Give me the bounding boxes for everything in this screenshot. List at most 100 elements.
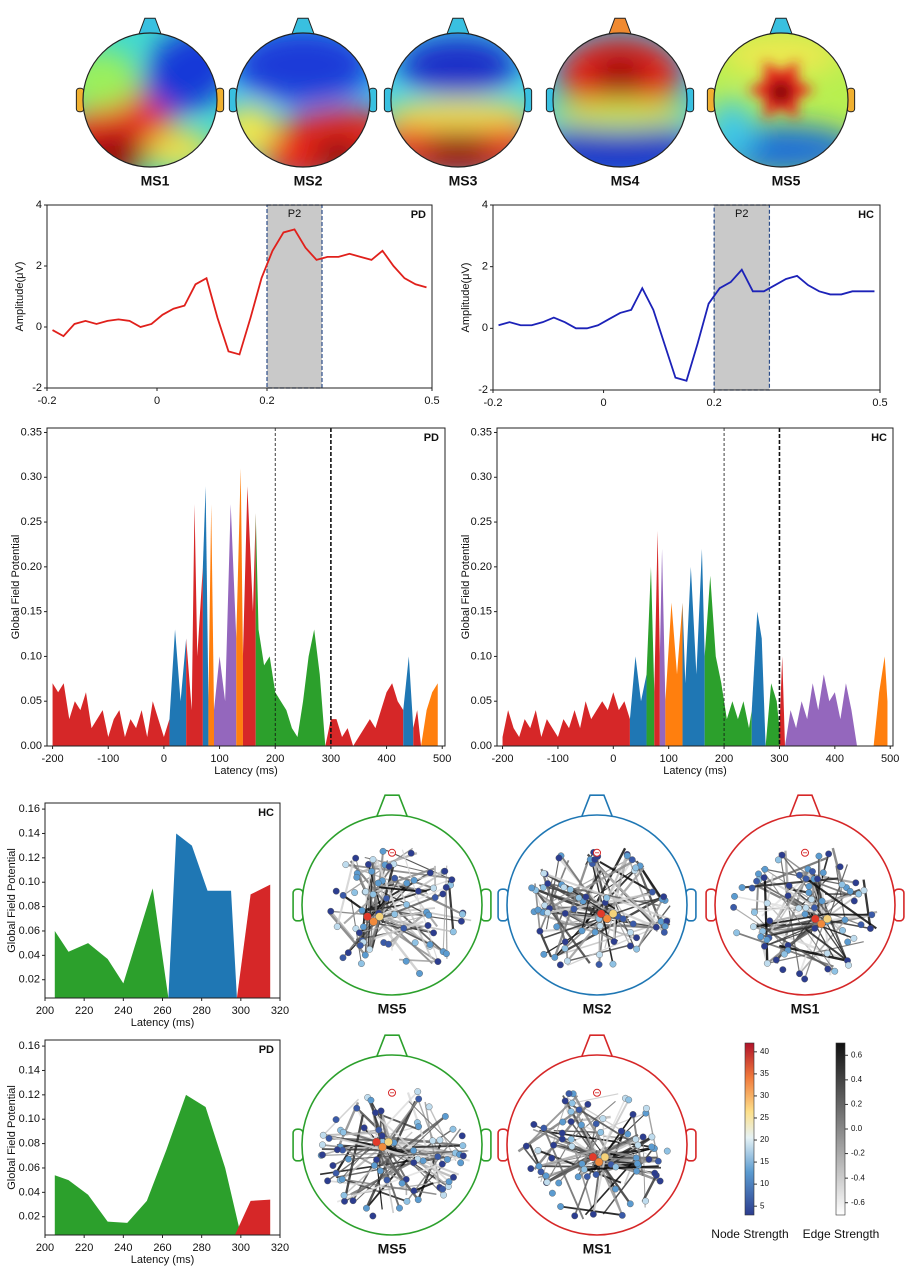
network-edge [531,886,605,916]
x-tick-label: 0 [154,395,160,407]
network-node [629,920,637,928]
topomap: MS5 [706,17,856,189]
network-node [415,1095,423,1103]
area-segment [704,575,752,746]
panel-label: HC [258,807,274,819]
network-edge [379,1115,447,1167]
network-node [333,1146,341,1154]
network-edge [756,880,826,921]
network-node [841,916,849,924]
network-node [625,1096,633,1104]
y-tick-label: 2 [36,260,42,272]
network-node [378,1132,386,1140]
network-edge [365,1100,417,1209]
x-tick-label: 200 [266,753,284,765]
y-tick-label: 0.08 [19,901,40,913]
highlight-label: P2 [288,208,301,220]
network-edge [616,918,631,947]
y-tick-label: 0.00 [471,740,492,752]
chart: 0.02 0.04 0.06 0.08 0.10 0.12 0.14 0.16 200 220 24… [6,802,289,1029]
network-node [458,917,465,925]
network-node [356,942,364,949]
line-series [52,228,427,356]
network-node [561,910,569,917]
topomap: MS2 [228,17,378,189]
network-head: MS5 [292,1034,492,1257]
y-tick-label: 0.15 [21,606,42,618]
network-node [561,938,569,946]
network-edge [556,914,599,928]
panel-label: PD [424,432,439,444]
network-edges [319,1090,470,1214]
network-node [808,895,815,903]
network-node [339,954,347,962]
network-edge [379,886,419,893]
area-segment [765,683,780,746]
network-node [352,854,360,862]
network-node [411,939,419,947]
colorbar-tick-label: -0.2 [851,1149,865,1158]
network-edge [345,863,429,895]
network-node [802,904,810,912]
network-node [372,1109,379,1117]
network-node [618,1211,626,1219]
y-tick-label: 0.06 [19,925,40,937]
network-node [440,1191,447,1199]
x-axis-label: Latency (ms) [214,765,278,777]
area-segment [255,513,326,746]
colorbar-gradient [835,1042,846,1216]
network-node [645,1155,653,1163]
network-edge [567,926,657,967]
network-node [633,945,641,953]
network-node [373,1156,380,1164]
network-node [761,942,768,950]
topomap-outline [390,32,526,168]
network-node [442,884,450,891]
network-node [571,1212,579,1220]
network-edge [379,922,421,975]
network-node [426,869,434,877]
network-node [534,906,542,914]
area-segment [873,656,888,746]
network-hub [823,914,832,924]
network-node [379,847,387,855]
network-edge [765,919,846,938]
network-node [784,892,792,900]
y-tick-label: 2 [482,261,488,273]
network-edge [342,847,413,896]
topomap-blob [236,105,278,155]
network-node [429,1137,437,1145]
network-node [850,897,858,905]
network-node [628,856,636,864]
network-edge [393,877,433,959]
y-tick-label: 0.16 [19,1040,40,1052]
network-node [356,929,363,937]
network-edge [538,1149,596,1168]
topomap-outline [713,32,849,168]
network-node [564,957,571,965]
network-node [651,1169,659,1177]
area-segment [54,1094,241,1235]
network-node [459,1142,467,1150]
network-node [536,927,544,935]
y-tick-label: 0.05 [21,695,42,707]
chart: 0.02 0.04 0.06 0.08 0.10 0.12 0.14 0.16 200 220 24… [6,1039,289,1266]
network-node [850,934,858,942]
network-node [550,1141,557,1149]
network-edge [366,903,407,912]
x-tick-label: -100 [547,753,569,765]
x-tick-label: -100 [97,753,119,765]
network-node [626,1200,634,1208]
network-node [339,1128,347,1136]
network-node [836,863,844,871]
x-axis-label: Latency (ms) [131,1254,195,1266]
network-node [369,1212,377,1220]
x-tick-label: -200 [492,753,514,765]
network-node [436,1136,444,1144]
highlight-label: P2 [735,208,748,220]
x-tick-label: 220 [75,1005,93,1017]
area-segment [169,629,187,746]
x-tick-label: 100 [210,753,228,765]
x-tick-label: -200 [42,753,64,765]
network-edge [323,1131,376,1137]
